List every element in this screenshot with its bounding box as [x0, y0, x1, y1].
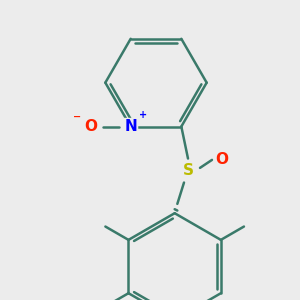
Text: N: N: [124, 119, 137, 134]
Text: O: O: [215, 152, 228, 167]
Text: −: −: [73, 112, 81, 122]
Text: +: +: [139, 110, 147, 119]
Text: S: S: [182, 163, 194, 178]
Text: O: O: [84, 119, 97, 134]
